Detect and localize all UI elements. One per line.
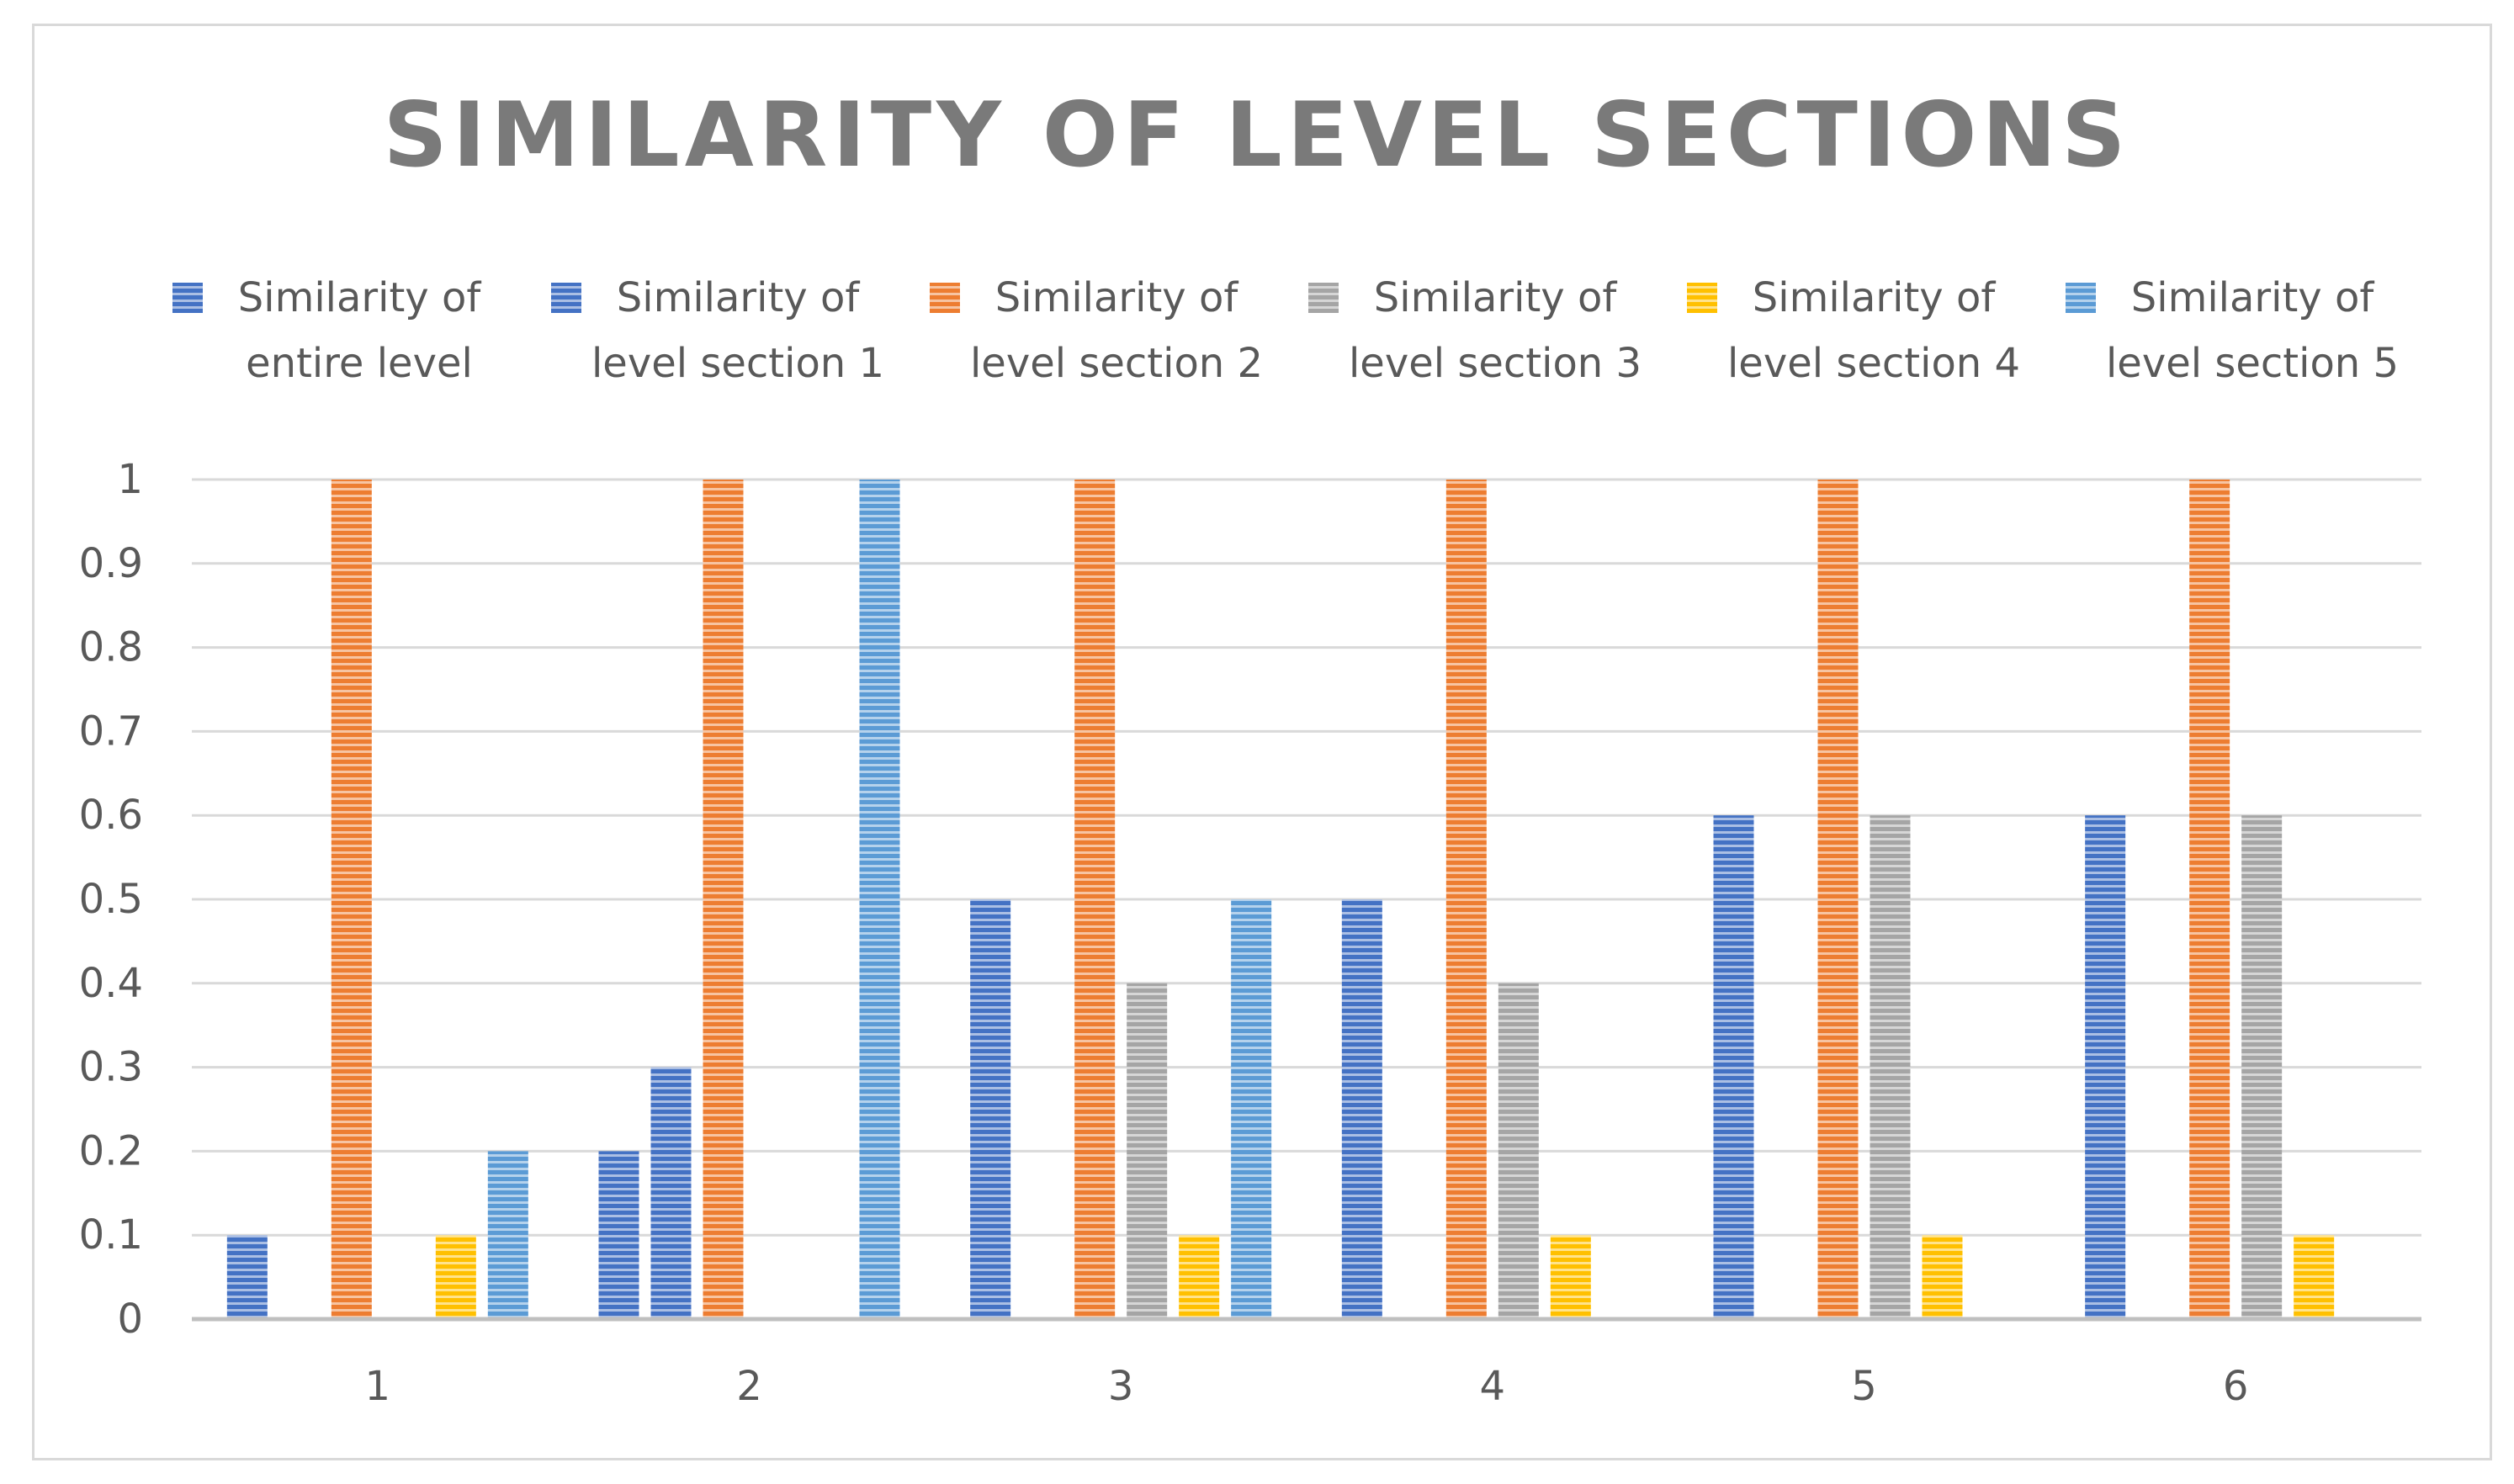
bar-similarity-of-entire-level-cat-6 [2085, 815, 2126, 1319]
bar-similarity-of-level-section-4-cat-6 [2294, 1235, 2335, 1319]
chart-title: SIMILARITY OF LEVEL SECTIONS [383, 83, 2130, 187]
y-tick-label: 0.8 [79, 624, 143, 671]
bar-similarity-of-level-section-3-cat-5 [1870, 815, 1911, 1319]
y-tick-label: 0.2 [79, 1127, 143, 1174]
legend-swatch [551, 283, 581, 313]
y-tick-label: 0.4 [79, 960, 143, 1007]
bar-similarity-of-level-section-2-cat-6 [2189, 480, 2230, 1319]
y-tick-label: 0.5 [79, 876, 143, 923]
legend-item-similarity-of-level-section-1: Similarity of level section 1 [551, 274, 884, 387]
y-tick-label: 0.6 [79, 792, 143, 839]
x-tick-labels: 1 2 3 4 5 6 [365, 1363, 2249, 1410]
legend-swatch [1687, 283, 1717, 313]
legend-swatch [930, 283, 960, 313]
x-tick-label: 4 [1480, 1363, 1506, 1410]
gridlines [192, 478, 2421, 1237]
legend-label: Similarity of level section 2 [970, 274, 1263, 387]
y-tick-label: 0.9 [79, 540, 143, 587]
bar-similarity-of-level-section-2-cat-5 [1817, 480, 1859, 1319]
x-tick-label: 3 [1108, 1363, 1134, 1410]
y-tick-label: 0.3 [79, 1044, 143, 1091]
legend-label: Similarity of level section 5 [2106, 274, 2399, 387]
bar-similarity-of-level-section-4-cat-4 [1550, 1235, 1591, 1319]
y-tick-label: 0.1 [79, 1211, 143, 1259]
bar-similarity-of-entire-level-cat-1 [226, 1235, 268, 1319]
bar-similarity-of-level-section-1-cat-2 [650, 1067, 692, 1319]
bar-similarity-of-level-section-3-cat-6 [2241, 815, 2283, 1319]
legend-label: Similarity of entire level [238, 274, 482, 387]
bar-similarity-of-entire-level-cat-2 [598, 1151, 639, 1319]
y-tick-label: 0 [117, 1296, 143, 1343]
legend-swatch [1308, 283, 1339, 313]
bar-similarity-of-entire-level-cat-3 [970, 899, 1011, 1319]
bar-similarity-of-level-section-2-cat-2 [703, 480, 744, 1319]
bar-similarity-of-level-section-5-cat-1 [487, 1151, 528, 1319]
bar-similarity-of-level-section-3-cat-4 [1498, 983, 1539, 1319]
bar-similarity-of-level-section-3-cat-3 [1127, 983, 1168, 1319]
bar-similarity-of-level-section-2-cat-4 [1445, 480, 1487, 1319]
bar-similarity-of-level-section-4-cat-5 [1922, 1235, 1963, 1319]
legend-label: Similarity of level section 1 [591, 274, 884, 387]
bar-similarity-of-level-section-5-cat-2 [859, 480, 900, 1319]
legend-label: Similarity of level section 3 [1349, 274, 1642, 387]
legend-label: Similarity of level section 4 [1727, 274, 2020, 387]
legend-swatch [172, 283, 203, 313]
legend-swatch [2066, 283, 2096, 313]
legend-item-similarity-of-level-section-4: Similarity of level section 4 [1687, 274, 2020, 387]
legend-item-similarity-of-entire-level: Similarity of entire level [172, 274, 481, 387]
y-tick-label: 0.7 [79, 708, 143, 755]
x-tick-label: 5 [1851, 1363, 1877, 1410]
x-tick-label: 6 [2223, 1363, 2249, 1410]
bar-similarity-of-entire-level-cat-5 [1713, 815, 1754, 1319]
y-tick-labels: 0 0.1 0.2 0.3 0.4 0.5 0.6 0.7 0.8 0.9 1 [79, 456, 143, 1343]
y-tick-label: 1 [117, 456, 143, 503]
bar-similarity-of-entire-level-cat-4 [1341, 899, 1382, 1319]
x-tick-label: 1 [365, 1363, 391, 1410]
bar-similarity-of-level-section-2-cat-1 [331, 480, 372, 1319]
bars [226, 480, 2335, 1319]
bar-similarity-of-level-section-4-cat-1 [435, 1235, 476, 1319]
legend-item-similarity-of-level-section-2: Similarity of level section 2 [930, 274, 1263, 387]
bar-similarity-of-level-section-2-cat-3 [1074, 480, 1116, 1319]
bar-similarity-of-level-section-4-cat-3 [1179, 1235, 1220, 1319]
x-tick-label: 2 [736, 1363, 762, 1410]
legend: Similarity of entire level Similarity of le… [172, 274, 2399, 387]
legend-item-similarity-of-level-section-5: Similarity of level section 5 [2066, 274, 2399, 387]
legend-item-similarity-of-level-section-3: Similarity of level section 3 [1308, 274, 1642, 387]
bar-similarity-of-level-section-5-cat-3 [1231, 899, 1272, 1319]
